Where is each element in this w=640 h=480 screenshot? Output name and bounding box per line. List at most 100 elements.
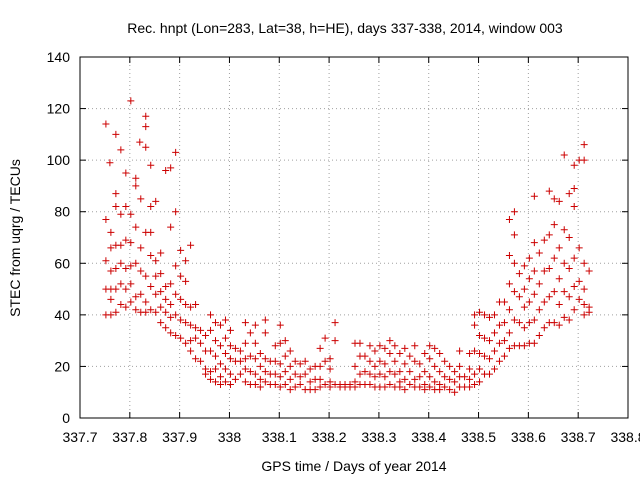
data-point: [241, 365, 249, 373]
data-point: [321, 380, 329, 388]
data-point: [276, 321, 284, 329]
data-point: [451, 368, 459, 376]
y-axis: 0 20 40 60 80 100 120 140: [47, 49, 628, 426]
data-point: [167, 313, 175, 321]
data-point: [510, 208, 518, 216]
data-point: [505, 306, 513, 314]
data-point: [202, 331, 210, 339]
data-point: [157, 303, 165, 311]
data-point: [490, 311, 498, 319]
data-point: [510, 316, 518, 324]
data-point: [137, 290, 145, 298]
data-point: [381, 360, 389, 368]
data-point: [127, 97, 135, 105]
data-point: [510, 231, 518, 239]
data-point: [411, 357, 419, 365]
data-point: [221, 350, 229, 358]
data-point: [431, 362, 439, 370]
data-point: [321, 334, 329, 342]
data-point: [361, 368, 369, 376]
data-point: [401, 344, 409, 352]
data-point: [530, 239, 538, 247]
data-point: [301, 357, 309, 365]
data-point: [142, 112, 150, 120]
data-point: [495, 357, 503, 365]
data-point: [466, 350, 474, 358]
data-point: [565, 264, 573, 272]
data-point: [331, 319, 339, 327]
data-point: [510, 259, 518, 267]
data-point: [356, 370, 364, 378]
data-point: [326, 365, 334, 373]
data-point: [446, 386, 454, 394]
data-point: [476, 350, 484, 358]
data-point: [246, 368, 254, 376]
data-point: [540, 324, 548, 332]
data-point: [192, 324, 200, 332]
data-point: [152, 197, 160, 205]
data-point: [490, 329, 498, 337]
plot-frame: [79, 56, 629, 419]
data-point: [545, 293, 553, 301]
data-point: [261, 355, 269, 363]
data-point: [456, 362, 464, 370]
data-point: [212, 319, 220, 327]
data-point: [271, 380, 279, 388]
data-point: [421, 368, 429, 376]
data-point: [291, 370, 299, 378]
data-point: [212, 365, 220, 373]
data-point: [411, 375, 419, 383]
data-point: [286, 386, 294, 394]
data-point: [241, 355, 249, 363]
data-point: [515, 293, 523, 301]
data-point: [540, 298, 548, 306]
data-point: [520, 262, 528, 270]
data-point: [391, 342, 399, 350]
data-point: [212, 378, 220, 386]
data-point: [167, 301, 175, 309]
data-point: [152, 257, 160, 265]
data-point: [461, 373, 469, 381]
data-point: [391, 357, 399, 365]
data-point: [226, 342, 234, 350]
data-point: [276, 339, 284, 347]
data-point: [446, 362, 454, 370]
data-point: [107, 311, 115, 319]
data-point: [221, 378, 229, 386]
data-point: [525, 319, 533, 327]
data-point: [251, 339, 259, 347]
data-point: [231, 375, 239, 383]
data-point: [371, 347, 379, 355]
data-point: [107, 228, 115, 236]
data-point: [545, 231, 553, 239]
data-point: [182, 301, 190, 309]
data-point: [406, 380, 414, 388]
x-tick-label: 338.2: [312, 429, 347, 445]
data-point: [476, 331, 484, 339]
data-point: [226, 380, 234, 388]
data-point: [112, 190, 120, 198]
data-point: [117, 241, 125, 249]
data-point: [545, 264, 553, 272]
y-tick-label: 40: [54, 307, 70, 323]
x-axis: 337.7 337.8 337.9 338 338.1 338.2 338.3 338.4 33…: [62, 57, 640, 445]
data-point: [172, 262, 180, 270]
data-point: [570, 203, 578, 211]
data-point: [107, 267, 115, 275]
data-point: [436, 386, 444, 394]
data-point: [127, 210, 135, 218]
data-point: [505, 344, 513, 352]
data-point: [500, 352, 508, 360]
data-point: [366, 342, 374, 350]
data-point: [381, 373, 389, 381]
y-tick-label: 120: [47, 101, 71, 117]
data-point: [132, 293, 140, 301]
x-tick-label: 338.3: [361, 429, 396, 445]
data-point: [426, 342, 434, 350]
data-point: [585, 267, 593, 275]
y-tick-label: 140: [47, 49, 71, 65]
data-point: [122, 303, 130, 311]
data-point: [177, 334, 185, 342]
data-point: [207, 347, 215, 355]
data-point: [152, 308, 160, 316]
